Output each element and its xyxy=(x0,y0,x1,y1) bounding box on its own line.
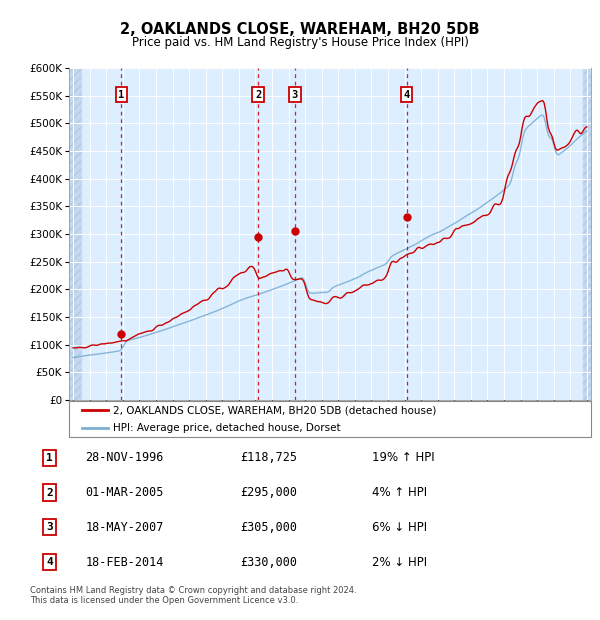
Bar xyxy=(69,68,82,400)
Text: 2% ↓ HPI: 2% ↓ HPI xyxy=(372,556,427,569)
Text: 18-FEB-2014: 18-FEB-2014 xyxy=(85,556,164,569)
Text: Contains HM Land Registry data © Crown copyright and database right 2024.
This d: Contains HM Land Registry data © Crown c… xyxy=(30,586,356,605)
Text: £118,725: £118,725 xyxy=(240,451,297,464)
Text: 01-MAR-2005: 01-MAR-2005 xyxy=(85,486,164,499)
Text: £330,000: £330,000 xyxy=(240,556,297,569)
Text: HPI: Average price, detached house, Dorset: HPI: Average price, detached house, Dors… xyxy=(113,423,341,433)
Text: 3: 3 xyxy=(292,90,298,100)
Text: 2, OAKLANDS CLOSE, WAREHAM, BH20 5DB: 2, OAKLANDS CLOSE, WAREHAM, BH20 5DB xyxy=(120,22,480,37)
Text: 2: 2 xyxy=(46,487,53,497)
Text: 4% ↑ HPI: 4% ↑ HPI xyxy=(372,486,427,499)
Text: 3: 3 xyxy=(46,523,53,533)
Text: 2, OAKLANDS CLOSE, WAREHAM, BH20 5DB (detached house): 2, OAKLANDS CLOSE, WAREHAM, BH20 5DB (de… xyxy=(113,405,437,415)
Text: £305,000: £305,000 xyxy=(240,521,297,534)
Text: 19% ↑ HPI: 19% ↑ HPI xyxy=(372,451,435,464)
Bar xyxy=(69,68,82,400)
Text: 2: 2 xyxy=(255,90,262,100)
Text: 1: 1 xyxy=(118,90,125,100)
Text: 6% ↓ HPI: 6% ↓ HPI xyxy=(372,521,427,534)
Text: 28-NOV-1996: 28-NOV-1996 xyxy=(85,451,164,464)
Bar xyxy=(583,68,591,400)
Text: 18-MAY-2007: 18-MAY-2007 xyxy=(85,521,164,534)
Text: Price paid vs. HM Land Registry's House Price Index (HPI): Price paid vs. HM Land Registry's House … xyxy=(131,36,469,49)
Text: £295,000: £295,000 xyxy=(240,486,297,499)
Text: 4: 4 xyxy=(404,90,410,100)
FancyBboxPatch shape xyxy=(69,401,591,437)
Text: 4: 4 xyxy=(46,557,53,567)
Bar xyxy=(583,68,591,400)
Text: 1: 1 xyxy=(46,453,53,463)
